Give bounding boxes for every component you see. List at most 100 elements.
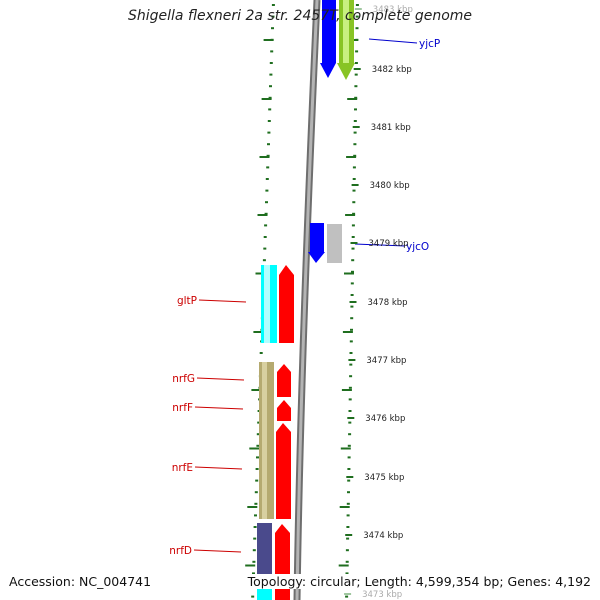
scale-tick-label: 3482 kbp [372, 65, 412, 75]
scale-tick [354, 8, 362, 10]
ruler-inner-major-tick [259, 156, 270, 158]
ruler-inner-dot [253, 526, 257, 528]
ruler-outer-dot [355, 27, 359, 30]
leader-nrfF [194, 406, 244, 410]
ruler-outer-major-tick [344, 272, 354, 275]
scale-tick-label: 3476 kbp [365, 414, 405, 424]
ruler-inner-dot [252, 549, 256, 552]
leader-nrfE [194, 466, 243, 470]
genome-backbone-highlight [295, 0, 319, 600]
ruler-outer-dot [345, 549, 349, 552]
gene-nrfE-arrow [276, 423, 291, 432]
gene-yjcP-a-arrow [320, 63, 336, 78]
scale-tick-label: 3479 kbp [369, 239, 409, 249]
ruler-outer-dot [349, 375, 353, 378]
ruler-inner-dot [266, 166, 270, 169]
ruler-inner-dot [256, 456, 259, 459]
ruler-outer-dot [352, 201, 356, 204]
gene-label-nrfF: nrfF [172, 402, 193, 414]
ruler-outer-dot [352, 178, 356, 180]
ruler-outer-dot [349, 363, 353, 366]
ruler-inner-dot [264, 224, 268, 227]
leader-gltP [198, 299, 247, 303]
ruler-outer-dot [351, 270, 354, 273]
scale-tick-label: 3477 kbp [366, 356, 406, 366]
ruler-outer-dot [353, 143, 357, 146]
ruler-outer-major-tick [341, 389, 352, 391]
gene-nrfE [276, 432, 291, 519]
ruler-inner-dot [267, 120, 271, 122]
ruler-outer-dot [353, 154, 357, 157]
ruler-outer-major-tick [342, 331, 353, 333]
ruler-outer-dot [351, 224, 355, 227]
scale-tick [350, 242, 358, 244]
ruler-outer-dot [355, 15, 359, 18]
ruler-outer-dot [353, 131, 357, 134]
ruler-outer-dot [346, 502, 350, 505]
ruler-outer-dot [347, 468, 351, 470]
gene-nrfD-arrow [275, 524, 290, 533]
ruler-outer-major-tick [346, 156, 357, 158]
ruler-outer-dot [350, 317, 354, 320]
leader-yjcO [354, 243, 406, 247]
gene-yjcP-a [322, 0, 336, 63]
scale-tick [349, 301, 357, 303]
gene-yjcO-b [327, 224, 342, 263]
ruler-outer-dot [349, 352, 353, 354]
ruler-outer-major-tick [338, 564, 349, 567]
ruler-inner-major-tick [263, 39, 274, 41]
scale-tick [347, 417, 355, 419]
leader-nrfD [193, 549, 242, 553]
gene-yjcP-b-shine [343, 0, 349, 63]
ruler-outer-dot [350, 328, 353, 331]
ruler-inner-dot [254, 491, 258, 494]
ruler-inner-dot [271, 4, 275, 6]
ruler-inner-dot [255, 479, 259, 482]
ruler-inner-dot [256, 444, 260, 447]
ruler-outer-dot [350, 282, 354, 285]
scale-tick-label: 3483 kbp [373, 5, 413, 15]
ruler-outer-dot [347, 444, 351, 447]
gene-gltP-cyan-shine [264, 265, 270, 343]
ruler-outer-dot [347, 479, 351, 482]
ruler-inner-dot [267, 143, 270, 146]
gene-yjcP-b-arrow [337, 63, 355, 80]
gene-label-nrfD: nrfD [169, 545, 192, 557]
ruler-inner-dot [271, 15, 275, 18]
ruler-outer-dot [345, 572, 349, 575]
gene-nrfG [277, 372, 291, 397]
ruler-inner-dot [251, 595, 255, 598]
ruler-inner-dot [264, 212, 268, 215]
ruler-inner-dot [252, 572, 255, 575]
gene-yjcO-a-arrow [308, 252, 325, 263]
accession-text: Accession: NC_004741 [9, 574, 152, 589]
ruler-inner-dot [268, 108, 272, 111]
leader-yjcP [368, 38, 418, 44]
ruler-outer-major-tick [339, 506, 350, 508]
ruler-outer-dot [348, 421, 352, 424]
ruler-inner-dot [254, 514, 257, 517]
ruler-inner-major-tick [249, 447, 260, 450]
ruler-outer-dot [347, 491, 350, 494]
ruler-inner-dot [265, 189, 269, 192]
scale-tick [348, 359, 356, 361]
ruler-inner-major-tick [251, 389, 262, 391]
ruler-inner-dot [268, 96, 272, 99]
ruler-outer-dot [355, 4, 359, 6]
ruler-inner-major-tick [257, 214, 268, 216]
scale-tick-label: 3475 kbp [364, 473, 404, 483]
gene-gltP-red-arrow [279, 265, 294, 275]
scale-tick [344, 593, 352, 595]
scale-tick-label: 3478 kbp [368, 298, 408, 308]
ruler-outer-dot [354, 96, 358, 99]
scale-tick [345, 534, 353, 536]
scale-tick-label: 3480 kbp [370, 181, 410, 191]
ruler-inner-major-tick [255, 272, 266, 275]
ruler-inner-dot [265, 178, 269, 180]
ruler-outer-dot [348, 398, 352, 401]
ruler-inner-dot [263, 236, 267, 238]
ruler-outer-dot [346, 537, 350, 540]
ruler-inner-major-tick [253, 331, 264, 333]
